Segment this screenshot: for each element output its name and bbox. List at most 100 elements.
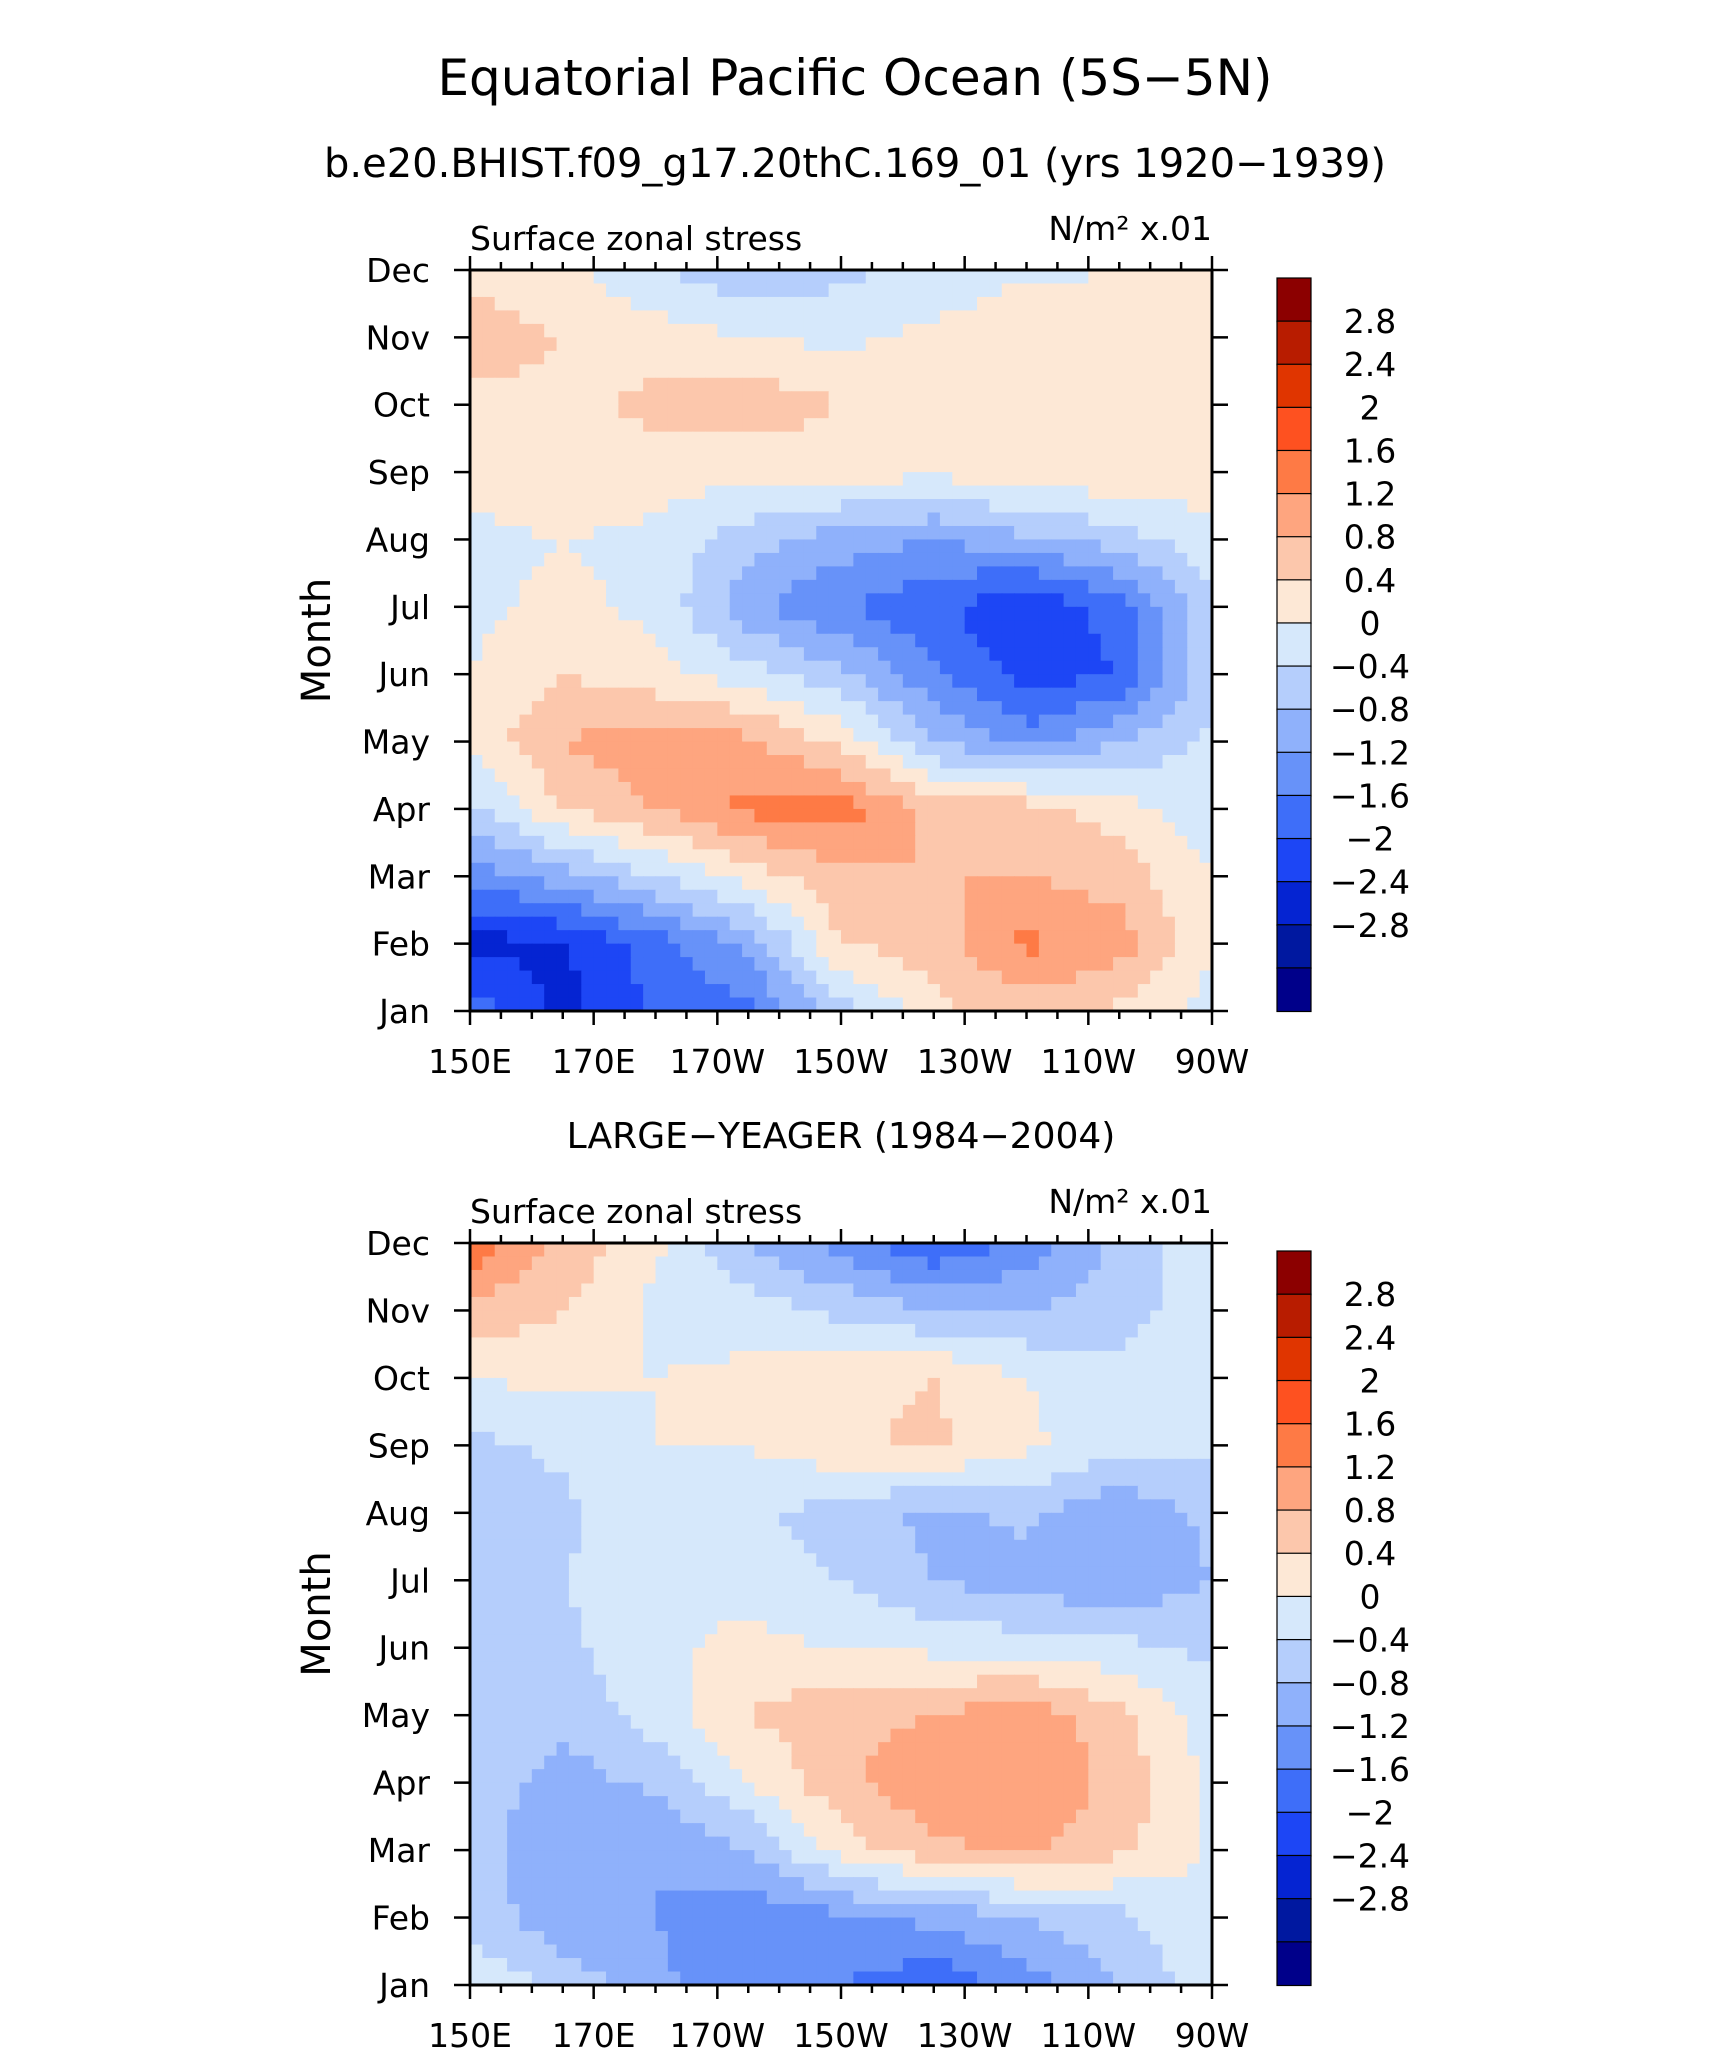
contour-cell — [692, 1337, 706, 1352]
contour-cell — [1150, 1391, 1164, 1406]
contour-cell — [977, 1404, 990, 1419]
contour-cell — [1137, 1391, 1151, 1406]
contour-cell — [865, 485, 879, 500]
contour-cell — [1051, 687, 1065, 702]
contour-cell — [1162, 701, 1176, 716]
contour-cell — [1063, 1580, 1077, 1595]
contour-cell — [927, 1485, 941, 1500]
contour-cell — [729, 323, 743, 338]
contour-cell — [828, 930, 842, 945]
contour-cell — [729, 916, 743, 931]
contour-cell — [692, 472, 706, 487]
contour-cell — [816, 606, 830, 621]
contour-cell — [717, 1404, 731, 1419]
contour-cell — [1038, 1256, 1052, 1271]
contour-cell — [655, 579, 669, 594]
contour-cell — [1001, 445, 1015, 460]
contour-cell — [1063, 808, 1077, 823]
contour-cell — [1174, 350, 1188, 365]
contour-cell — [803, 1431, 817, 1446]
contour-cell — [878, 1243, 892, 1258]
contour-cell — [1150, 512, 1164, 527]
contour-cell — [1014, 660, 1028, 675]
contour-cell — [927, 997, 941, 1012]
contour-cell — [939, 943, 953, 958]
contour-cell — [964, 1269, 978, 1285]
contour-cell — [1150, 862, 1164, 877]
contour-cell — [816, 472, 830, 487]
contour-cell — [890, 849, 904, 864]
contour-cell — [989, 1580, 1003, 1595]
contour-cell — [915, 499, 929, 514]
contour-cell — [989, 1472, 1003, 1487]
contour-cell — [606, 728, 619, 743]
contour-cell — [704, 296, 718, 312]
contour-cell — [1075, 512, 1089, 527]
contour-cell — [841, 1499, 854, 1514]
contour-cell — [1051, 1350, 1065, 1366]
contour-cell — [482, 889, 496, 904]
contour-cell — [779, 781, 793, 797]
contour-cell — [1088, 1458, 1102, 1473]
contour-cell — [952, 889, 966, 904]
contour-cell — [494, 566, 508, 581]
contour-cell — [742, 1499, 756, 1514]
contour-cell — [964, 768, 978, 783]
contour-cell — [791, 620, 805, 635]
contour-cell — [643, 889, 657, 904]
contour-cell — [581, 579, 595, 594]
contour-cell — [803, 997, 817, 1012]
contour-cell — [519, 687, 533, 702]
contour-cell — [568, 1337, 582, 1352]
contour-cell — [779, 512, 793, 527]
contour-cell — [828, 1350, 842, 1366]
contour-cell — [643, 876, 657, 891]
contour-cell — [779, 1553, 793, 1568]
contour-cell — [655, 1418, 669, 1433]
contour-cell — [754, 391, 768, 406]
contour-cell — [531, 1553, 545, 1568]
contour-cell — [927, 1256, 941, 1271]
contour-cell — [939, 1364, 953, 1379]
contour-cell — [927, 701, 941, 716]
contour-cell — [1075, 552, 1089, 567]
contour-cell — [704, 1526, 718, 1541]
contour-cell — [791, 377, 805, 392]
contour-cell — [593, 566, 607, 581]
contour-cell — [766, 795, 780, 810]
contour-cell — [754, 1539, 768, 1554]
contour-cell — [878, 458, 892, 473]
contour-cell — [754, 1310, 768, 1325]
contour-cell — [593, 997, 607, 1012]
contour-cell — [939, 768, 953, 783]
contour-cell — [766, 701, 780, 716]
colorbar-label: 0.4 — [1344, 561, 1396, 600]
contour-cell — [1075, 350, 1089, 365]
contour-cell — [1150, 781, 1164, 797]
contour-cell — [482, 1580, 496, 1595]
contour-cell — [655, 1364, 669, 1379]
contour-cell — [507, 808, 521, 823]
contour-cell — [1174, 458, 1188, 473]
contour-cell — [1174, 660, 1188, 675]
contour-cell — [803, 1445, 817, 1460]
contour-cell — [902, 647, 916, 662]
contour-cell — [494, 781, 508, 797]
contour-cell — [1075, 377, 1089, 392]
contour-cell — [754, 930, 768, 945]
contour-cell — [1075, 1566, 1089, 1581]
contour-cell — [1137, 364, 1151, 379]
contour-cell — [667, 1539, 681, 1554]
contour-cell — [729, 808, 743, 823]
contour-cell — [865, 1431, 879, 1446]
contour-cell — [544, 687, 558, 702]
contour-cell — [878, 701, 892, 716]
contour-cell — [841, 957, 854, 972]
contour-cell — [1014, 445, 1028, 460]
contour-cell — [1162, 916, 1176, 931]
contour-cell — [494, 593, 508, 608]
contour-cell — [593, 1431, 607, 1446]
contour-cell — [754, 1377, 768, 1392]
contour-cell — [878, 337, 892, 352]
contour-cell — [803, 377, 817, 392]
